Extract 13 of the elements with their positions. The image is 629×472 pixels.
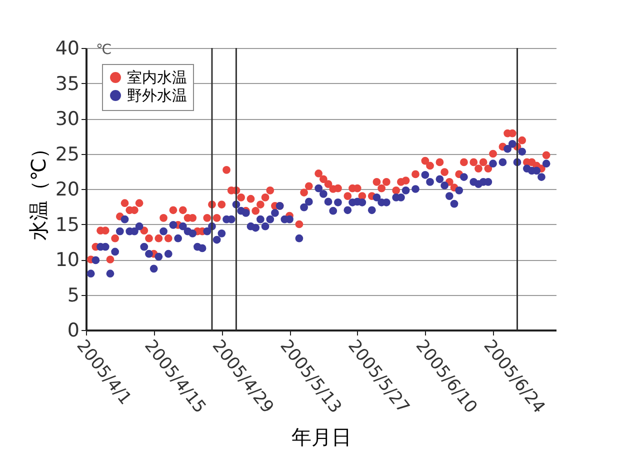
x-axis-title: 年月日 — [292, 425, 352, 450]
legend-label: 室内水温 — [127, 68, 187, 86]
y-tick-label: 40 — [55, 38, 80, 60]
y-tick-label: 0 — [67, 320, 80, 342]
y-axis-title: 水温（℃） — [26, 138, 50, 241]
y-tick-label: 15 — [55, 214, 80, 236]
y-tick-label: 35 — [55, 72, 80, 95]
y-tick-label: 20 — [55, 178, 80, 200]
y-tick-label: 25 — [55, 143, 80, 166]
y-tick-label: 30 — [55, 108, 80, 130]
y-tick-label: 10 — [55, 249, 80, 271]
y-tick-label: 5 — [67, 284, 80, 306]
legend-label: 野外水温 — [127, 86, 187, 104]
